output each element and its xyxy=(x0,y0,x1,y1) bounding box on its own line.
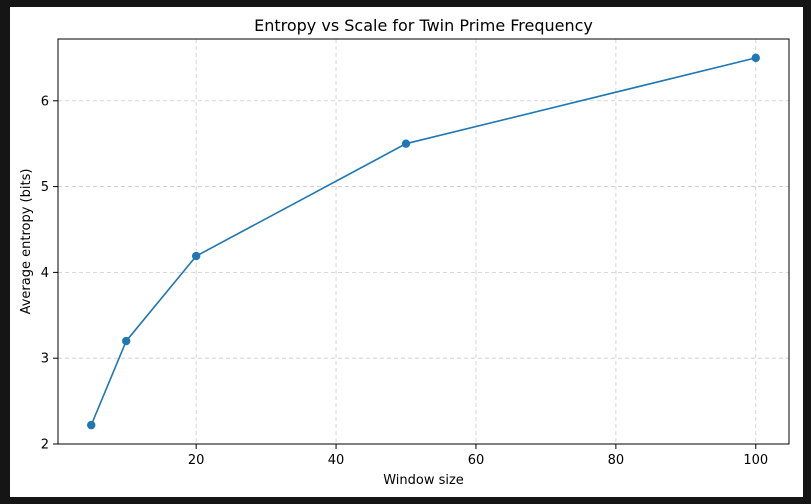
line-chart: 20 40 60 80 100 2 3 4 5 6 Entropy vs Scale for Tw… xyxy=(19,16,790,488)
data-point xyxy=(401,139,411,148)
y-tick-label: 4 xyxy=(41,266,49,281)
series-layer xyxy=(87,53,760,430)
x-tick-label: 100 xyxy=(743,453,768,468)
y-tick-label: 5 xyxy=(41,180,49,195)
x-axis-label: Window size xyxy=(383,473,464,488)
data-point xyxy=(87,420,96,430)
x-tick-label: 20 xyxy=(188,453,205,468)
x-tick-label: 40 xyxy=(328,453,345,468)
x-tick-label: 80 xyxy=(608,453,625,468)
x-tick-label: 60 xyxy=(468,453,485,468)
y-tick-label: 2 xyxy=(41,438,49,453)
data-point xyxy=(122,336,131,346)
y-tick-label: 6 xyxy=(41,94,49,109)
y-axis-label: Average entropy (bits) xyxy=(19,169,34,315)
chart-frame: 20 40 60 80 100 2 3 4 5 6 Entropy vs Scale for Tw… xyxy=(10,7,803,497)
grid xyxy=(58,39,789,445)
data-point xyxy=(751,53,760,63)
chart-title: Entropy vs Scale for Twin Prime Frequenc… xyxy=(254,16,593,35)
data-point xyxy=(191,251,201,261)
plot-area-border xyxy=(57,38,790,445)
series-line xyxy=(90,57,756,426)
axis-ticks: 20 40 60 80 100 2 3 4 5 6 xyxy=(41,94,768,468)
y-tick-label: 3 xyxy=(41,352,49,367)
